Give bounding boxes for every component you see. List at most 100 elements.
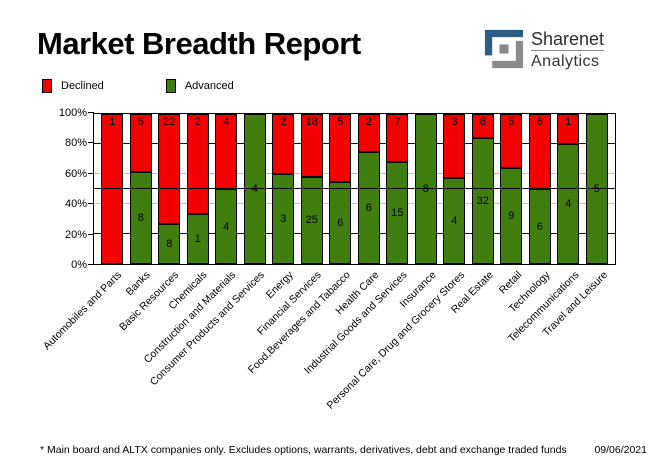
declined-segment [386,114,409,162]
advanced-segment [443,178,466,264]
advanced-segment [585,114,608,264]
legend-label-declined: Declined [61,80,104,92]
advanced-value-label: 32 [476,194,489,207]
page-title: Market Breadth Report [37,26,361,61]
y-axis-tick-mark [88,142,94,144]
logo-divider [531,50,605,51]
footer-date: 09/06/2021 [594,444,647,456]
advanced-value-label: 8 [422,183,429,195]
bar-slot: 22 8 [155,114,184,264]
advanced-segment [186,214,209,264]
declined-segment [357,114,380,152]
y-axis-tick-mark [88,203,94,205]
advanced-segment [329,182,352,264]
bar-slot: 5 [583,114,612,264]
declined-segment [443,114,466,179]
y-axis-tick-mark [88,172,94,174]
declined-segment [329,114,352,183]
advanced-value-label: 8 [166,238,173,250]
declined-segment [471,114,494,138]
advanced-value-label: 6 [365,201,372,214]
advanced-segment [500,167,523,264]
declined-segment [101,114,124,264]
legend-item-declined: Declined [42,79,104,93]
advanced-value-label: 1 [194,233,201,245]
declined-value-label: 1 [109,116,116,128]
declined-segment [557,114,580,144]
declined-value-label: 6 [536,116,543,128]
bar-slot: 4 [241,114,270,264]
advanced-value-label: 4 [451,215,458,228]
advanced-value-label: 15 [391,206,404,219]
advanced-segment [300,176,323,264]
legend-item-advanced: Advanced [165,79,234,93]
bar-slot: 18 25 [298,114,327,264]
stacked-bar: 18 25 [300,114,323,264]
declined-segment [500,114,523,168]
gridline-40 [94,203,615,204]
advanced-segment [129,171,152,264]
legend-label-advanced: Advanced [184,80,234,92]
declined-value-label: 1 [565,116,572,128]
y-axis-tick-label: 80% [64,137,87,150]
declined-value-label: 22 [163,116,176,128]
declined-value-label: 18 [305,116,318,128]
footer-disclaimer: * Main board and ALTX companies only. Ex… [40,444,567,456]
declined-value-label: 3 [451,116,458,128]
gridline-20 [94,233,615,234]
advanced-swatch-icon [165,79,176,93]
declined-segment [272,114,295,174]
reference-line-50pct [94,188,615,189]
bars-row: 1 5 8 22 8 2 1 4 4 4 2 3 18 25 5 6 2 6 7 15 8 3 4 6 32 5 9 6 6 1 4 5 [94,114,615,264]
x-axis-category-label: Automobiles and Parts [40,269,124,353]
declined-segment [158,114,181,224]
advanced-value-label: 6 [337,217,344,230]
declined-value-label: 2 [194,116,201,128]
y-axis-tick-label: 0% [71,259,87,271]
bar-slot: 8 [412,114,441,264]
advanced-segment [357,151,380,264]
y-axis-tick-label: 60% [64,167,87,180]
advanced-segment [557,144,580,264]
y-axis-tick-label: 20% [64,228,87,241]
declined-segment [300,114,323,177]
advanced-value-label: 3 [280,213,287,225]
plot-area: 1 5 8 22 8 2 1 4 4 4 2 3 18 25 5 6 2 6 7 15 8 3 4 6 32 5 9 6 6 1 4 5 [93,113,616,265]
advanced-segment [158,224,181,264]
bar-slot: 6 32 [469,114,498,264]
sharenet-logo-icon [484,29,524,74]
gridline-60 [94,173,615,174]
advanced-value-label: 4 [565,198,572,210]
declined-value-label: 2 [280,116,287,128]
declined-segment [129,114,152,172]
advanced-segment [414,114,437,264]
declined-value-label: 2 [365,116,372,128]
stacked-bar: 8 [414,114,437,264]
gridline-80 [94,143,615,144]
y-axis-tick-mark [88,264,94,265]
sharenet-logo: Sharenet Analytics [484,29,605,74]
declined-value-label: 7 [394,116,401,128]
y-axis-tick-mark [88,233,94,235]
declined-value-label: 5 [508,116,515,128]
logo-brand-name: Sharenet [531,29,605,49]
